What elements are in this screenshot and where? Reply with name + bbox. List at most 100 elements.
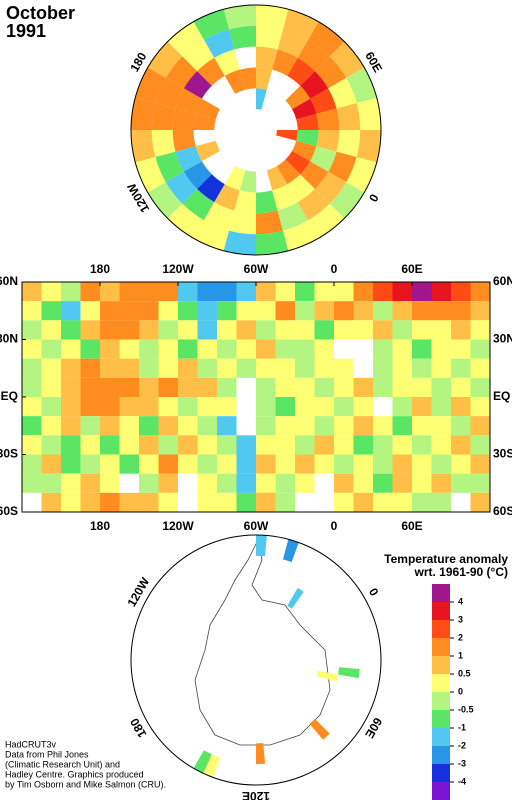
grid-cell [234, 190, 256, 214]
grid-cell [139, 320, 159, 340]
grid-cell [139, 358, 159, 378]
grid-cell [203, 29, 235, 58]
colorbar-label: 4 [458, 596, 463, 606]
grid-cell [175, 88, 202, 114]
grid-cell [451, 473, 471, 493]
grid-cell [392, 473, 412, 493]
grid-cell [158, 339, 178, 359]
grid-cell [41, 320, 61, 340]
grid-cell [295, 473, 315, 493]
lon-label: 0 [366, 192, 382, 205]
grid-cell [217, 473, 237, 493]
grid-cell [314, 435, 334, 455]
grid-cell [193, 750, 212, 774]
grid-cell [334, 492, 354, 512]
grid-cell [22, 397, 42, 417]
grid-cell [431, 339, 451, 359]
grid-cell [338, 667, 360, 679]
grid-cell [22, 301, 42, 321]
grid-cell [334, 320, 354, 340]
grid-cell [203, 202, 235, 231]
grid-cell [217, 358, 237, 378]
grid-cell [353, 301, 373, 321]
grid-cell [275, 454, 295, 474]
grid-cell [155, 151, 184, 183]
grid-cell [470, 282, 490, 302]
grid-cell [314, 56, 347, 89]
grid-cell [353, 416, 373, 436]
grid-cell [183, 161, 212, 189]
colorbar-label: 3 [458, 614, 463, 624]
colorbar-swatch [432, 710, 450, 728]
grid-cell [217, 492, 237, 512]
grid-cell [193, 113, 216, 130]
colorbar-swatch [432, 584, 450, 602]
grid-cell [295, 416, 315, 436]
grid-cell [217, 320, 237, 340]
grid-cell [193, 220, 230, 251]
grid-cell [310, 146, 337, 172]
grid-cell [217, 377, 237, 397]
grid-cell [451, 282, 471, 302]
grid-cell [353, 454, 373, 474]
grid-cell [119, 339, 139, 359]
grid-cell [373, 358, 393, 378]
grid-cell [334, 435, 354, 455]
grid-cell [295, 301, 315, 321]
grid-cell [139, 473, 159, 493]
grid-cell [373, 435, 393, 455]
grid-cell [256, 435, 276, 455]
colorbar-swatch [432, 782, 450, 800]
grid-cell [178, 377, 198, 397]
grid-cell [80, 416, 100, 436]
grid-cell [193, 9, 230, 40]
colorbar-swatch [432, 728, 450, 746]
grid-cell [80, 435, 100, 455]
grid-cell [147, 182, 183, 219]
grid-cell [287, 57, 315, 86]
grid-cell [392, 454, 412, 474]
grid-cell [217, 301, 237, 321]
grid-cell [296, 113, 319, 130]
lon-label: 120W [162, 519, 194, 533]
grid-cell [431, 435, 451, 455]
grid-cell [272, 184, 298, 211]
grid-cell [470, 492, 490, 512]
grid-cell [275, 358, 295, 378]
grid-cell [178, 320, 198, 340]
colorbar-swatch [432, 674, 450, 692]
colorbar-swatch [432, 602, 450, 620]
grid-cell [329, 182, 365, 219]
grid-cell [41, 416, 61, 436]
grid-cell [334, 397, 354, 417]
grid-cell [275, 435, 295, 455]
grid-cell [158, 282, 178, 302]
grid-cell [256, 88, 267, 110]
grid-cell [353, 435, 373, 455]
grid-cell [275, 492, 295, 512]
lon-label: 120E [242, 789, 270, 800]
map-border [130, 534, 382, 786]
grid-cell [314, 397, 334, 417]
grid-cell [310, 88, 337, 114]
grid-cell [412, 282, 432, 302]
grid-cell [412, 454, 432, 474]
grid-cell [353, 397, 373, 417]
grid-cell [214, 49, 240, 76]
grid-cell [314, 416, 334, 436]
grid-cell [256, 377, 276, 397]
grid-cell [203, 754, 221, 778]
grid-cell [217, 435, 237, 455]
grid-cell [431, 473, 451, 493]
grid-cell [470, 320, 490, 340]
grid-cell [139, 301, 159, 321]
grid-cell [41, 377, 61, 397]
grid-cell [297, 188, 330, 221]
grid-cell [256, 190, 278, 214]
grid-cell [470, 358, 490, 378]
lon-label: 120E [242, 0, 270, 1]
grid-cell [224, 166, 246, 191]
grid-cell [197, 492, 217, 512]
grid-cell [392, 339, 412, 359]
grid-cell [236, 339, 256, 359]
